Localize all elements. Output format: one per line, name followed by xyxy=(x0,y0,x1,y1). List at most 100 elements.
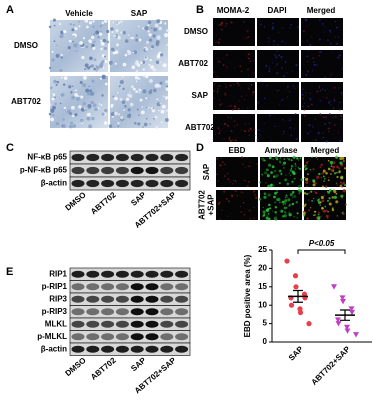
speckle xyxy=(246,39,247,40)
speckle xyxy=(267,184,270,188)
speckle xyxy=(338,54,341,57)
speckle xyxy=(302,214,306,217)
speckle xyxy=(119,79,124,85)
speckle xyxy=(319,113,322,116)
speckle xyxy=(321,69,323,71)
speckle xyxy=(278,89,280,91)
row-label: ABT702 xyxy=(178,59,208,68)
speckle xyxy=(252,91,255,94)
speckle xyxy=(267,217,271,221)
speckle xyxy=(305,114,307,116)
speckle xyxy=(72,124,77,128)
speckle xyxy=(232,139,234,141)
speckle xyxy=(59,68,63,72)
speckle xyxy=(82,37,86,40)
speckle xyxy=(86,67,88,69)
speckle xyxy=(275,214,278,216)
speckle xyxy=(217,41,220,44)
speckle xyxy=(52,18,56,22)
speckle xyxy=(262,206,264,209)
speckle xyxy=(248,209,251,212)
speckle xyxy=(341,157,345,160)
speckle xyxy=(239,87,241,89)
speckle xyxy=(240,70,243,72)
y-tick-label: 10 xyxy=(258,300,267,309)
speckle xyxy=(285,200,287,202)
speckle xyxy=(336,165,339,169)
speckle xyxy=(232,179,234,181)
speckle xyxy=(229,84,232,87)
speckle xyxy=(319,166,322,168)
speckle xyxy=(230,21,233,24)
speckle xyxy=(306,33,308,35)
speckle xyxy=(227,116,229,118)
speckle xyxy=(319,51,322,54)
speckle xyxy=(314,118,316,120)
speckle xyxy=(142,89,147,94)
speckle xyxy=(262,214,266,217)
speckle xyxy=(111,115,114,118)
speckle xyxy=(217,85,219,87)
speckle xyxy=(330,31,332,33)
speckle xyxy=(101,112,105,116)
speckle xyxy=(99,24,103,28)
speckle xyxy=(66,109,71,114)
speckle xyxy=(283,158,286,161)
speckle xyxy=(283,214,287,218)
speckle xyxy=(278,54,281,57)
speckle xyxy=(281,40,284,43)
speckle xyxy=(92,20,95,23)
speckle xyxy=(113,34,117,38)
speckle xyxy=(335,91,337,93)
speckle xyxy=(147,20,152,25)
speckle xyxy=(166,29,170,33)
speckle xyxy=(310,103,313,106)
speckle xyxy=(117,121,120,125)
speckle xyxy=(234,180,237,182)
blot-band xyxy=(145,283,159,291)
speckle xyxy=(243,213,246,216)
speckle xyxy=(225,23,228,25)
speckle xyxy=(298,167,302,170)
speckle xyxy=(110,112,115,117)
speckle xyxy=(131,36,134,40)
speckle xyxy=(273,44,275,46)
speckle xyxy=(276,191,278,194)
speckle xyxy=(228,138,231,140)
speckle xyxy=(93,33,95,36)
speckle xyxy=(294,163,297,165)
speckle xyxy=(246,185,249,188)
speckle xyxy=(256,138,259,142)
speckle xyxy=(153,117,155,120)
speckle xyxy=(268,163,272,167)
speckle xyxy=(227,178,230,181)
speckle xyxy=(158,26,162,31)
blot-label: β-actin xyxy=(41,344,67,353)
speckle xyxy=(261,173,264,176)
speckle xyxy=(222,168,224,170)
speckle xyxy=(319,19,321,21)
panel-label: A xyxy=(6,4,14,16)
speckle xyxy=(309,130,312,133)
lane-label: SAP xyxy=(129,190,148,208)
speckle xyxy=(154,83,160,88)
speckle xyxy=(282,119,284,121)
speckle xyxy=(321,88,324,90)
speckle xyxy=(294,113,297,115)
speckle xyxy=(54,96,56,99)
speckle xyxy=(126,114,132,119)
data-point xyxy=(335,317,341,323)
speckle xyxy=(281,99,283,101)
speckle xyxy=(127,34,130,36)
speckle xyxy=(313,198,315,200)
speckle xyxy=(245,167,246,168)
speckle xyxy=(303,204,306,208)
speckle xyxy=(293,128,295,130)
speckle xyxy=(285,174,287,176)
speckle xyxy=(305,180,309,185)
speckle xyxy=(86,116,91,121)
speckle xyxy=(89,65,92,68)
row-label: ABT702 xyxy=(198,190,207,220)
speckle xyxy=(313,191,315,193)
speckle xyxy=(248,134,250,136)
